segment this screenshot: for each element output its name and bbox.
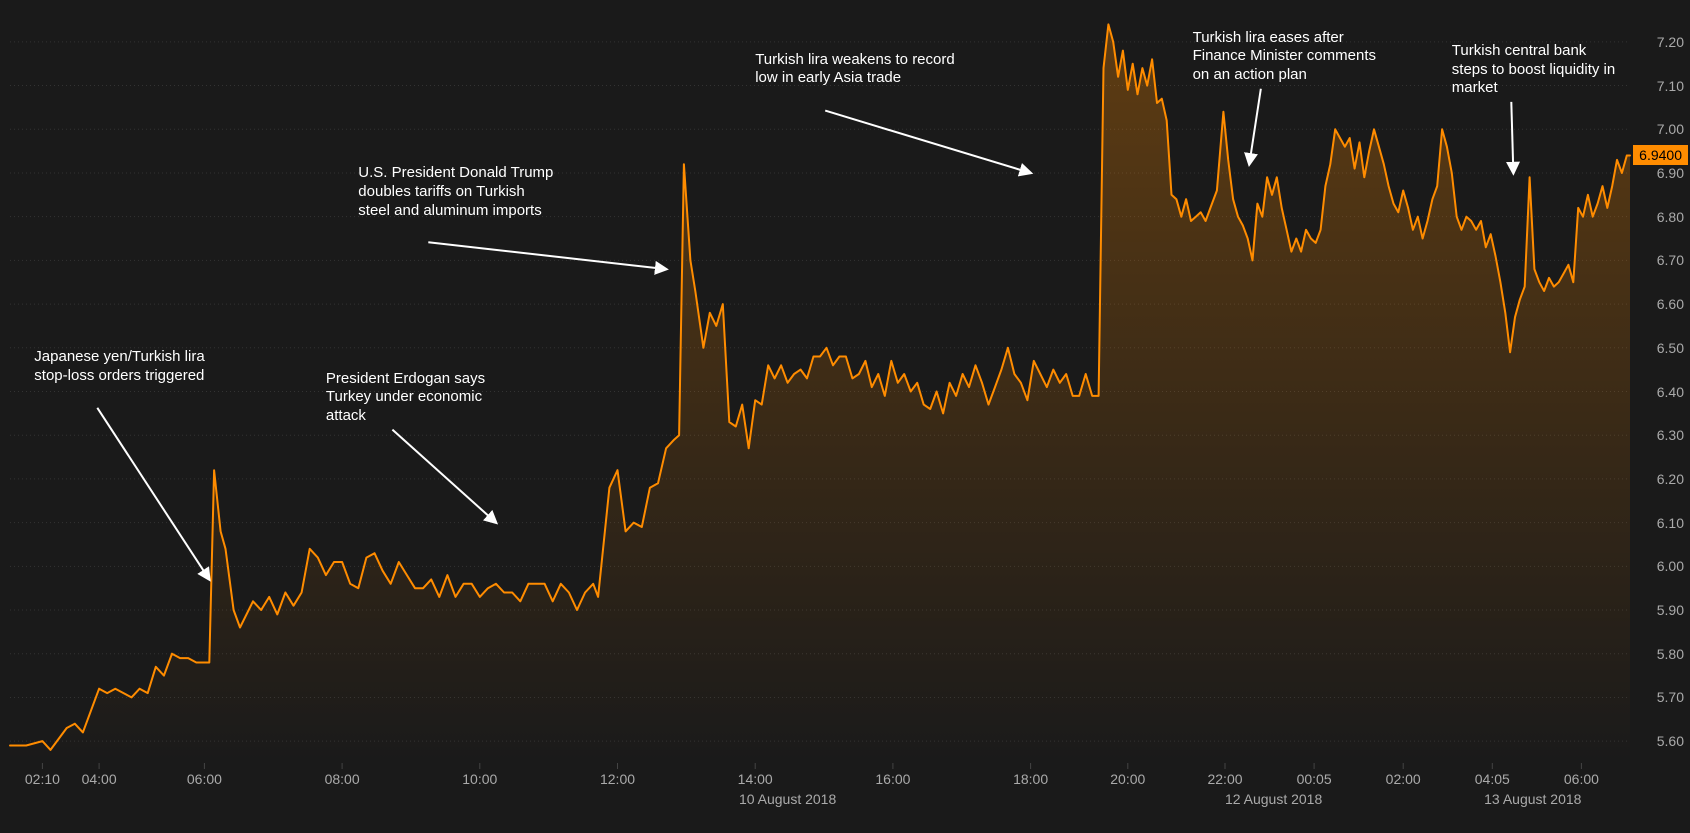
annotation-label: Turkish lira weakens to record low in ea… [755,51,955,89]
x-tick-label: 02:10 [25,771,60,787]
y-tick-label: 6.80 [1657,209,1684,225]
y-tick-label: 5.70 [1657,689,1684,705]
annotation-label: Japanese yen/Turkish lira stop-loss orde… [34,348,214,386]
y-tick-label: 6.70 [1657,252,1684,268]
current-value-badge: 6.9400 [1633,145,1688,165]
x-tick-label: 00:05 [1297,771,1332,787]
y-tick-label: 6.60 [1657,296,1684,312]
y-tick-label: 6.10 [1657,515,1684,531]
annotation-label: Turkish central bank steps to boost liqu… [1452,42,1622,98]
y-tick-label: 6.00 [1657,558,1684,574]
x-tick-label: 02:00 [1386,771,1421,787]
x-date-label: 13 August 2018 [1484,791,1581,807]
y-tick-label: 6.30 [1657,427,1684,443]
y-tick-label: 6.40 [1657,384,1684,400]
y-tick-label: 7.00 [1657,121,1684,137]
y-tick-label: 6.20 [1657,471,1684,487]
x-tick-label: 18:00 [1013,771,1048,787]
x-tick-label: 22:00 [1207,771,1242,787]
annotation-label: Turkish lira eases after Finance Ministe… [1193,29,1388,85]
annotation-label: U.S. President Donald Trump doubles tari… [358,164,558,220]
x-date-label: 10 August 2018 [739,791,836,807]
y-tick-label: 6.90 [1657,165,1684,181]
y-tick-label: 7.10 [1657,78,1684,94]
x-tick-label: 06:00 [187,771,222,787]
x-tick-label: 12:00 [600,771,635,787]
x-tick-label: 16:00 [875,771,910,787]
annotation-label: President Erdogan says Turkey under econ… [326,370,516,426]
x-tick-label: 14:00 [738,771,773,787]
y-tick-label: 5.90 [1657,602,1684,618]
y-tick-label: 5.80 [1657,646,1684,662]
x-tick-label: 04:05 [1475,771,1510,787]
x-date-label: 12 August 2018 [1225,791,1322,807]
x-tick-label: 06:00 [1564,771,1599,787]
y-tick-label: 7.20 [1657,34,1684,50]
y-tick-label: 5.60 [1657,733,1684,749]
chart-container: Turkish lira sell-off since Aug 10 Price… [0,0,1690,833]
y-tick-label: 6.50 [1657,340,1684,356]
x-tick-label: 08:00 [325,771,360,787]
x-tick-label: 04:00 [82,771,117,787]
x-tick-label: 20:00 [1110,771,1145,787]
chart-svg [0,0,1690,833]
x-tick-label: 10:00 [462,771,497,787]
